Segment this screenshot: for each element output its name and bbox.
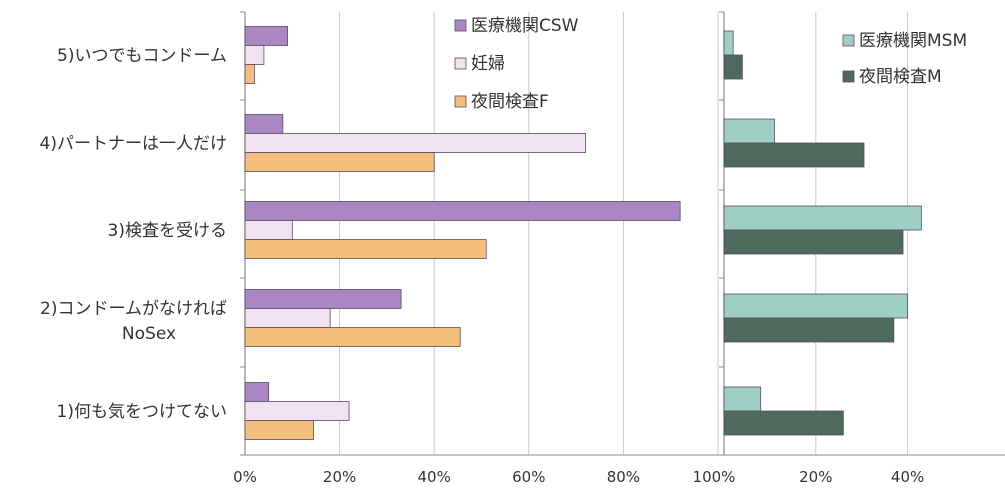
category-label-0: 1)何も気をつけてない: [57, 402, 227, 422]
category-label-4: 5)いつでもコンドーム: [57, 46, 227, 66]
panel-0-tick-label-60: 60%: [512, 468, 545, 486]
panel-0-bar-1-4: [244, 45, 265, 65]
panel-1-bar-0-2: [723, 205, 922, 231]
panel-0-bar-1-0: [244, 401, 350, 421]
panel-0-bar-2-1: [244, 327, 461, 347]
panel-0-bar-0-0: [244, 382, 270, 402]
panel-0-legend-label-2: 夜間検査F: [471, 92, 549, 112]
panel-0-bar-0-1: [244, 289, 402, 309]
panel-1-bar-1-1: [723, 317, 895, 343]
panel-0-tick-label-20: 20%: [323, 468, 356, 486]
panel-1-bar-1-0: [723, 410, 844, 436]
panel-1-legend-label-1: 夜間検査M: [859, 67, 942, 87]
panel-1-bar-0-4: [723, 30, 734, 56]
panel-1-bar-0-1: [723, 293, 909, 319]
category-label-2: 3)検査を受ける: [108, 221, 227, 241]
panel-0-legend-swatch-1: [454, 57, 467, 70]
panel-0-tick-label-100: 100%: [693, 468, 736, 486]
panel-0-bar-0-2: [244, 201, 681, 221]
panel-1-tick-label-40: 40%: [891, 468, 924, 486]
panel-0-legend-swatch-2: [454, 95, 467, 108]
panel-1-bar-0-3: [723, 118, 775, 144]
panel-0-tick-label-40: 40%: [418, 468, 451, 486]
panel-0-legend-swatch-0: [454, 19, 467, 32]
panel-0-tick-label-80: 80%: [607, 468, 640, 486]
panel-0-bar-0-3: [244, 114, 284, 134]
panel-0-bar-1-2: [244, 220, 293, 240]
panel-1-bar-1-2: [723, 229, 904, 255]
panel-0-bar-0-4: [244, 26, 288, 46]
panel-1-bar-0-0: [723, 386, 762, 412]
panel-0-legend-label-1: 妊婦: [471, 54, 505, 74]
category-label-1-line-1: 2)コンドームがなければ: [40, 299, 227, 319]
panel-0-bar-1-3: [244, 133, 586, 153]
category-label-3: 4)パートナーは一人だけ: [40, 134, 227, 154]
panel-0-bar-2-0: [244, 420, 314, 440]
category-label-1-line-2: NoSex: [122, 324, 176, 344]
panel-1-bar-1-3: [723, 142, 865, 168]
panel-0-bar-2-3: [244, 152, 435, 172]
panel-1-legend-swatch-0: [842, 34, 855, 47]
panel-1-tick-label-20: 20%: [799, 468, 832, 486]
panel-1-legend-swatch-1: [842, 70, 855, 83]
panel-0-background: [245, 12, 722, 455]
panel-1-bar-1-4: [723, 54, 743, 80]
panel-0-tick-label-0: 0%: [233, 468, 257, 486]
panel-0-bar-1-1: [244, 308, 331, 328]
panel-0-legend-label-0: 医療機関CSW: [471, 16, 579, 36]
panel-0-bar-2-2: [244, 239, 487, 259]
panel-0-bar-2-4: [244, 64, 255, 84]
panel-1-legend-label-0: 医療機関MSM: [859, 31, 967, 51]
